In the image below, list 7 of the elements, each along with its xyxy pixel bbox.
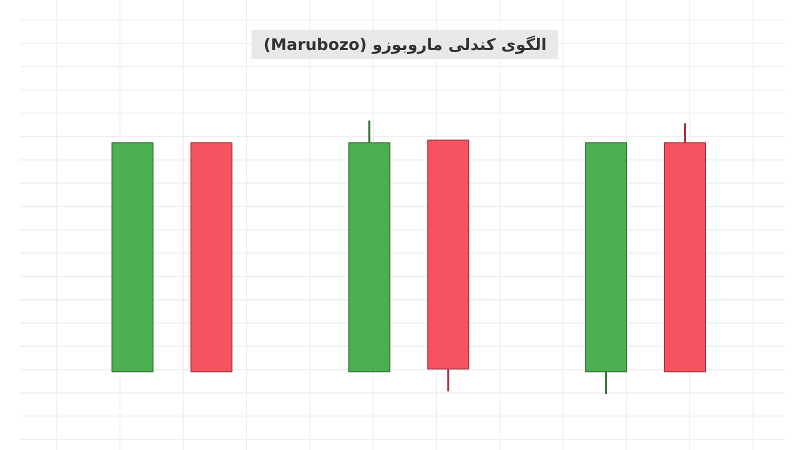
candlestick [348,120,390,372]
candlestick [664,122,706,372]
candlestick [190,142,232,372]
chart-title: الگوی کندلی ماروبوزو (Marubozo) [251,30,559,59]
candlestick [585,142,628,394]
candlestick [427,139,470,392]
candlestick [112,142,154,372]
